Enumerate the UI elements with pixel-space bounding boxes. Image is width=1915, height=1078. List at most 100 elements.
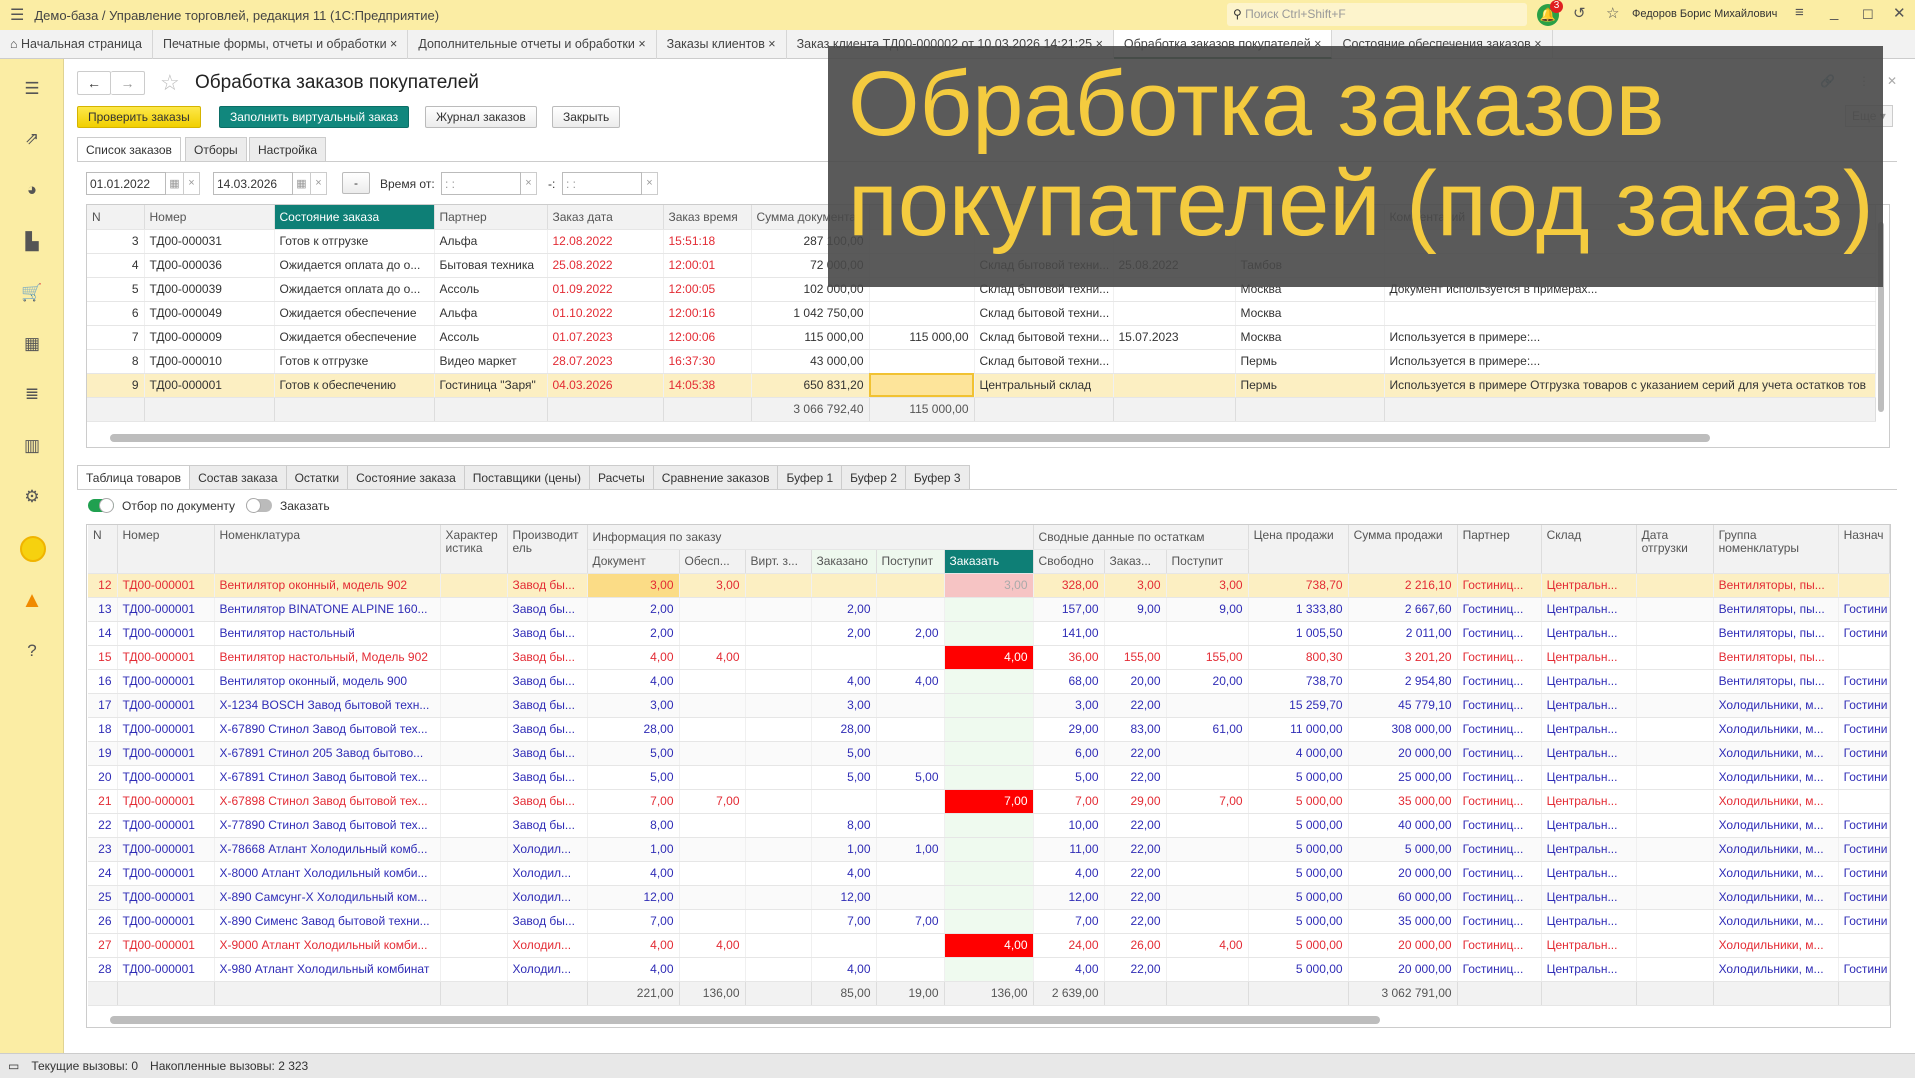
column-header[interactable]: Производит ель (507, 525, 588, 574)
clear-icon[interactable]: × (642, 172, 658, 195)
column-header[interactable]: Вирт. з... (745, 549, 812, 574)
column-header[interactable]: Склад (1541, 525, 1637, 574)
by-document-toggle[interactable] (88, 498, 114, 513)
tab-additional-reports[interactable]: Дополнительные отчеты и обработки × (408, 30, 657, 59)
close-button[interactable]: Закрыть (552, 106, 621, 128)
table-cell[interactable]: 3,00 (944, 573, 1034, 598)
bar-chart-icon[interactable]: ▥ (23, 436, 41, 455)
table-row[interactable]: 15 ТД00-000001 Вентилятор настольный, Моде… (88, 645, 1890, 670)
tab-1[interactable]: Состав заказа (189, 465, 287, 490)
clear-icon[interactable]: × (311, 172, 327, 195)
column-header[interactable]: Поступит (1166, 549, 1249, 574)
orders-journal-button[interactable]: Журнал заказов (425, 106, 537, 128)
column-header[interactable]: Заказать (944, 549, 1034, 574)
table-cell[interactable] (944, 861, 1034, 886)
table-row[interactable]: 16 ТД00-000001 Вентилятор оконный, модель … (88, 669, 1890, 694)
table-cell[interactable] (944, 765, 1034, 790)
stack-icon[interactable]: ≣ (24, 384, 40, 403)
favorites-star-icon[interactable]: ☆ (1606, 5, 1620, 22)
orders-vertical-scrollbar[interactable] (1878, 222, 1884, 412)
minimize-icon[interactable]: _ (1830, 4, 1839, 21)
table-cell[interactable]: 7,00 (944, 789, 1034, 814)
favorite-star-icon[interactable]: ☆ (160, 70, 180, 95)
table-cell[interactable]: 4,00 (944, 933, 1034, 958)
main-menu-icon[interactable]: ☰ (10, 7, 25, 24)
tab-home[interactable]: ⌂ Начальная страница (0, 30, 153, 59)
tab-7[interactable]: Буфер 1 (777, 465, 843, 490)
table-row[interactable]: 27 ТД00-000001 Х-9000 Атлант Холодильный к… (88, 933, 1890, 958)
table-row[interactable]: 20 ТД00-000001 Х-67891 Стинол Завод бытово… (88, 765, 1890, 790)
table-row[interactable]: 9 ТД00-000001 Готов к обеспечению Гостиница… (87, 373, 1876, 398)
table-row[interactable]: 26 ТД00-000001 Х-890 Сименс Завод бытовой … (88, 909, 1890, 934)
goods-horizontal-scrollbar[interactable] (110, 1016, 1380, 1024)
tab-2[interactable]: Остатки (285, 465, 349, 490)
tab-3[interactable]: Состояние заказа (347, 465, 465, 490)
tab-customer-orders[interactable]: Заказы клиентов × (657, 30, 787, 59)
analytics-icon[interactable]: ⇗ (24, 129, 40, 148)
status-circle-icon[interactable] (20, 536, 46, 562)
table-row[interactable]: 19 ТД00-000001 Х-67891 Стинол 205 Завод бы… (88, 741, 1890, 766)
table-row[interactable]: 25 ТД00-000001 Х-890 Самсунг-Х Холодильный… (88, 885, 1890, 910)
time-to-input[interactable]: : : (562, 172, 642, 195)
table-row[interactable]: 8 ТД00-000010 Готов к отгрузке Видео маркет… (87, 349, 1876, 374)
table-row[interactable]: 18 ТД00-000001 Х-67890 Стинол Завод бытово… (88, 717, 1890, 742)
column-header[interactable]: Назнач (1838, 525, 1890, 574)
column-header[interactable]: Свободно (1033, 549, 1105, 574)
tab-8[interactable]: Буфер 2 (841, 465, 906, 490)
column-header[interactable]: N (88, 525, 118, 574)
time-from-input[interactable]: : : (441, 172, 521, 195)
column-header[interactable]: Заказ время (663, 205, 752, 230)
tab-settings[interactable]: Настройка (249, 137, 327, 161)
grid-icon[interactable]: ▦ (23, 334, 41, 353)
column-header[interactable]: Заказ дата (547, 205, 664, 230)
column-header[interactable]: Дата отгрузки (1636, 525, 1714, 574)
menu-icon[interactable]: ☰ (24, 79, 40, 98)
to-order-toggle[interactable] (246, 498, 272, 513)
help-icon[interactable]: ? (27, 641, 37, 660)
tab-6[interactable]: Сравнение заказов (652, 465, 779, 490)
table-cell[interactable] (944, 885, 1034, 910)
cart-icon[interactable]: 🛒 (21, 283, 43, 302)
column-header[interactable]: Номенклатура (214, 525, 441, 574)
column-header[interactable]: N (87, 205, 145, 230)
warning-icon[interactable]: ▲ (21, 587, 43, 612)
table-cell[interactable] (944, 909, 1034, 934)
search-input[interactable]: ⚲ Поиск Ctrl+Shift+F (1227, 3, 1527, 26)
orders-horizontal-scrollbar[interactable] (110, 434, 1710, 442)
settings-menu-icon[interactable]: ≡ (1795, 4, 1804, 21)
period-button[interactable]: - (342, 172, 370, 194)
column-header[interactable]: Цена продажи (1248, 525, 1349, 574)
check-orders-button[interactable]: Проверить заказы (77, 106, 201, 128)
tab-9[interactable]: Буфер 3 (904, 465, 970, 490)
clear-icon[interactable]: × (184, 172, 200, 195)
column-header[interactable]: Состояние заказа (274, 205, 435, 230)
table-cell[interactable] (944, 669, 1034, 694)
close-form-icon[interactable]: ✕ (1887, 74, 1898, 88)
table-cell[interactable] (944, 693, 1034, 718)
forward-button[interactable]: → (111, 71, 145, 95)
column-header[interactable]: Поступит (876, 549, 945, 574)
tab-4[interactable]: Поставщики (цены) (463, 465, 590, 490)
calendar-icon[interactable]: ▦ (166, 172, 184, 195)
table-row[interactable]: 6 ТД00-000049 Ожидается обеспечение Альфа 01… (87, 301, 1876, 326)
tab-order-list[interactable]: Список заказов (77, 137, 181, 162)
table-cell[interactable] (944, 717, 1034, 742)
table-cell[interactable] (944, 597, 1034, 622)
tab-0[interactable]: Таблица товаров (77, 465, 191, 490)
column-header[interactable]: Документ (587, 549, 680, 574)
bag-icon[interactable]: ▙ (25, 232, 39, 251)
back-button[interactable]: ← (77, 71, 111, 95)
maximize-icon[interactable]: ☐ (1862, 7, 1874, 22)
date-to-input[interactable]: 14.03.2026 (213, 172, 293, 195)
column-header[interactable]: Партнер (1457, 525, 1542, 574)
date-from-input[interactable]: 01.01.2022 (86, 172, 166, 195)
table-row[interactable]: 12 ТД00-000001 Вентилятор оконный, модель … (88, 573, 1890, 598)
column-header[interactable]: Заказ... (1104, 549, 1167, 574)
column-header[interactable]: Партнер (434, 205, 548, 230)
pie-chart-icon[interactable]: ◕ (26, 180, 38, 199)
history-icon[interactable]: ↺ (1573, 5, 1586, 22)
tab-filters[interactable]: Отборы (185, 137, 247, 161)
user-name[interactable]: Федоров Борис Михайлович (1632, 8, 1778, 20)
clear-icon[interactable]: × (521, 172, 537, 195)
column-header[interactable]: Номер (144, 205, 275, 230)
